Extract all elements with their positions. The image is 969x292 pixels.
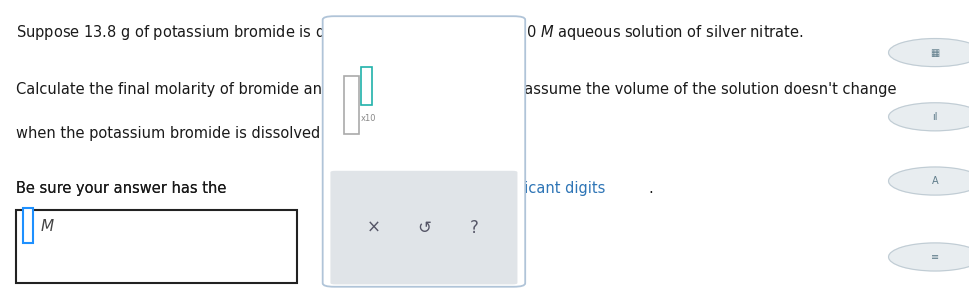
Text: ▦: ▦ xyxy=(930,48,940,58)
Text: Calculate the final molarity of bromide anion in the solution. You can assume th: Calculate the final molarity of bromide … xyxy=(16,82,896,97)
FancyBboxPatch shape xyxy=(344,76,359,134)
Text: A: A xyxy=(932,176,938,186)
Text: x10: x10 xyxy=(360,114,376,123)
Text: Be sure your answer has the: Be sure your answer has the xyxy=(16,181,231,196)
FancyBboxPatch shape xyxy=(361,67,372,105)
FancyBboxPatch shape xyxy=(23,208,33,243)
Text: ıl: ıl xyxy=(932,112,938,122)
Text: correct number of significant digits: correct number of significant digits xyxy=(348,181,606,196)
Circle shape xyxy=(889,103,969,131)
Text: .: . xyxy=(648,181,653,196)
Circle shape xyxy=(889,243,969,271)
Text: Suppose 13.8 g of potassium bromide is dissolved in 300. mL of a 0.30 $\mathit{M: Suppose 13.8 g of potassium bromide is d… xyxy=(16,23,803,42)
Text: $\mathit{M}$: $\mathit{M}$ xyxy=(40,218,54,234)
FancyBboxPatch shape xyxy=(323,16,525,287)
Text: ↺: ↺ xyxy=(417,219,431,237)
Text: ≡: ≡ xyxy=(931,252,939,262)
Circle shape xyxy=(889,167,969,195)
FancyBboxPatch shape xyxy=(330,171,517,284)
Text: Be sure your answer has the: Be sure your answer has the xyxy=(16,181,231,196)
Text: ×: × xyxy=(367,219,381,237)
Text: ?: ? xyxy=(470,219,479,237)
Text: when the potassium bromide is dissolved in it.: when the potassium bromide is dissolved … xyxy=(16,126,358,140)
FancyBboxPatch shape xyxy=(16,210,297,283)
Circle shape xyxy=(889,39,969,67)
